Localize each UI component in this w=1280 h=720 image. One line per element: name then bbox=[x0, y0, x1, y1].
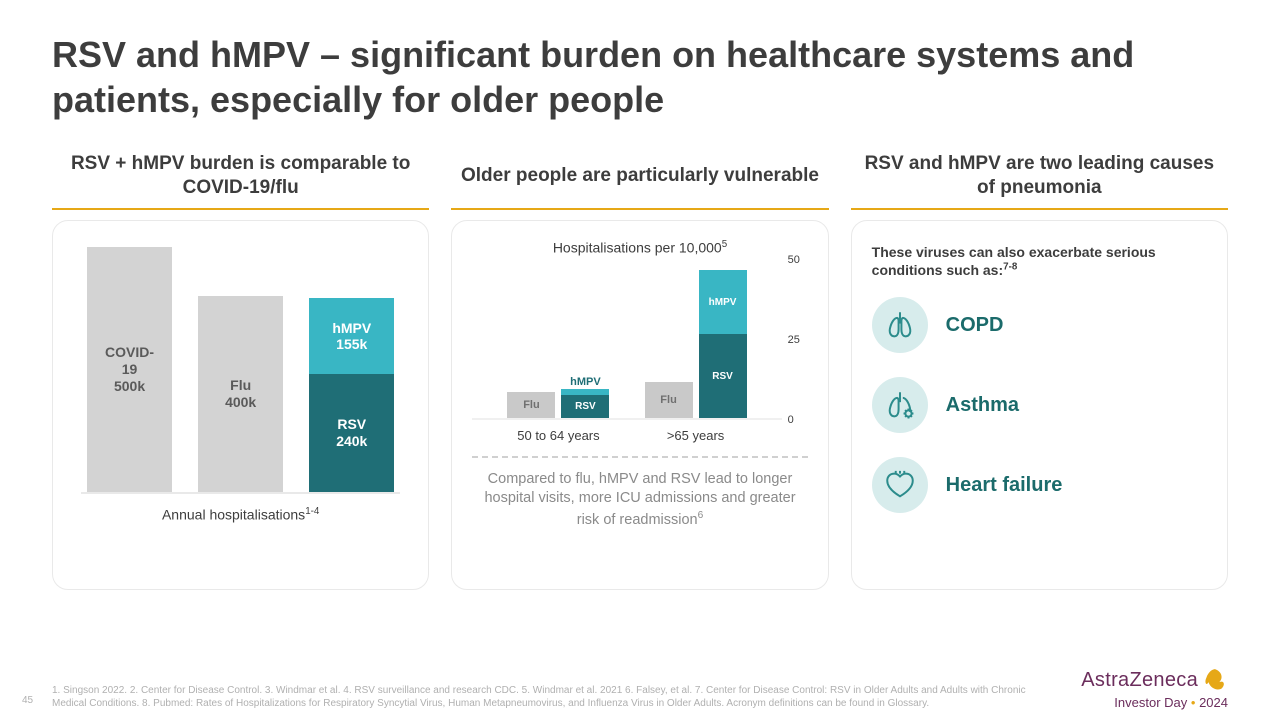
chart1-bar: Flu 400k bbox=[198, 296, 283, 492]
burden-bar-chart: COVID- 19 500k Flu 400k hMPV 155kRSV 240k bbox=[81, 249, 400, 494]
chart1-bar: COVID- 19 500k bbox=[87, 247, 172, 492]
page-title: RSV and hMPV – significant burden on hea… bbox=[52, 32, 1228, 122]
chart2-group-label: >65 years bbox=[667, 428, 724, 443]
chart1-segment: Flu 400k bbox=[198, 296, 283, 492]
panel-row: RSV + hMPV burden is comparable to COVID… bbox=[52, 150, 1228, 590]
lungs-icon bbox=[872, 297, 928, 353]
chart1-bar: hMPV 155kRSV 240k bbox=[309, 298, 394, 492]
panel-3-heading: RSV and hMPV are two leading causes of p… bbox=[851, 150, 1228, 202]
accent-rule bbox=[52, 208, 429, 210]
page-number: 45 bbox=[22, 695, 33, 706]
astrazeneca-icon bbox=[1202, 667, 1228, 693]
chart1-segment: RSV 240k bbox=[309, 374, 394, 492]
y-tick: 25 bbox=[788, 334, 800, 346]
chart2-group: FluhMPVRSV50 to 64 years bbox=[507, 389, 609, 418]
chart2-segment: RSV bbox=[561, 395, 609, 417]
chart2-bar: hMPVRSV bbox=[699, 270, 747, 417]
chart2-segment: hMPV bbox=[699, 270, 747, 334]
y-tick: 50 bbox=[788, 254, 800, 266]
chart2-top-label: hMPV bbox=[570, 376, 601, 388]
brand-subline: Investor Day • 2024 bbox=[1081, 695, 1228, 710]
panel-3-intro: These viruses can also exacerbate seriou… bbox=[872, 243, 1207, 279]
panel-3-body: These viruses can also exacerbate seriou… bbox=[851, 220, 1228, 590]
chart2-bar: hMPVRSV bbox=[561, 389, 609, 418]
chart2-group: FluhMPVRSV>65 years bbox=[645, 270, 747, 417]
y-tick: 0 bbox=[788, 414, 794, 426]
brand-logo: AstraZeneca bbox=[1081, 667, 1228, 693]
panel-1-body: COVID- 19 500kFlu 400khMPV 155kRSV 240k … bbox=[52, 220, 429, 590]
condition-label: Heart failure bbox=[946, 474, 1063, 497]
condition-row: Heart failure bbox=[872, 457, 1207, 513]
panel-2-note: Compared to flu, hMPV and RSV lead to lo… bbox=[472, 470, 807, 531]
chart2-group-label: 50 to 64 years bbox=[517, 428, 599, 443]
brand-block: AstraZeneca Investor Day • 2024 bbox=[1081, 667, 1228, 710]
accent-rule bbox=[851, 208, 1228, 210]
condition-row: Asthma bbox=[872, 377, 1207, 433]
chart1-caption: Annual hospitalisations1-4 bbox=[73, 506, 408, 523]
chart1-segment: COVID- 19 500k bbox=[87, 247, 172, 492]
hospitalisation-bar-chart: FluhMPVRSV50 to 64 yearsFluhMPVRSV>65 ye… bbox=[472, 260, 781, 420]
chart2-segment: RSV bbox=[699, 334, 747, 417]
accent-rule bbox=[451, 208, 828, 210]
chart2-segment: Flu bbox=[507, 392, 555, 418]
chart2-segment: Flu bbox=[645, 382, 693, 417]
chart2-y-axis: 02550 bbox=[782, 260, 808, 420]
references: 1. Singson 2022. 2. Center for Disease C… bbox=[52, 684, 1061, 710]
condition-row: COPD bbox=[872, 297, 1207, 353]
condition-label: COPD bbox=[946, 314, 1004, 337]
chart2-bar: Flu bbox=[645, 382, 693, 417]
panel-3: RSV and hMPV are two leading causes of p… bbox=[851, 150, 1228, 590]
chart1-segment: hMPV 155k bbox=[309, 298, 394, 374]
panel-2-heading: Older people are particularly vulnerable bbox=[451, 150, 828, 202]
divider-dashed bbox=[472, 456, 807, 458]
footer: 45 1. Singson 2022. 2. Center for Diseas… bbox=[52, 667, 1228, 710]
conditions-list: COPD Asthma Heart failure bbox=[872, 297, 1207, 513]
condition-label: Asthma bbox=[946, 394, 1019, 417]
panel-1: RSV + hMPV burden is comparable to COVID… bbox=[52, 150, 429, 590]
chart2-title: Hospitalisations per 10,0005 bbox=[472, 239, 807, 256]
lungs-gear-icon bbox=[872, 377, 928, 433]
panel-2-body: Hospitalisations per 10,0005 FluhMPVRSV5… bbox=[451, 220, 828, 590]
panel-2: Older people are particularly vulnerable… bbox=[451, 150, 828, 590]
heart-icon bbox=[872, 457, 928, 513]
panel-1-heading: RSV + hMPV burden is comparable to COVID… bbox=[52, 150, 429, 202]
chart2-bar: Flu bbox=[507, 392, 555, 418]
